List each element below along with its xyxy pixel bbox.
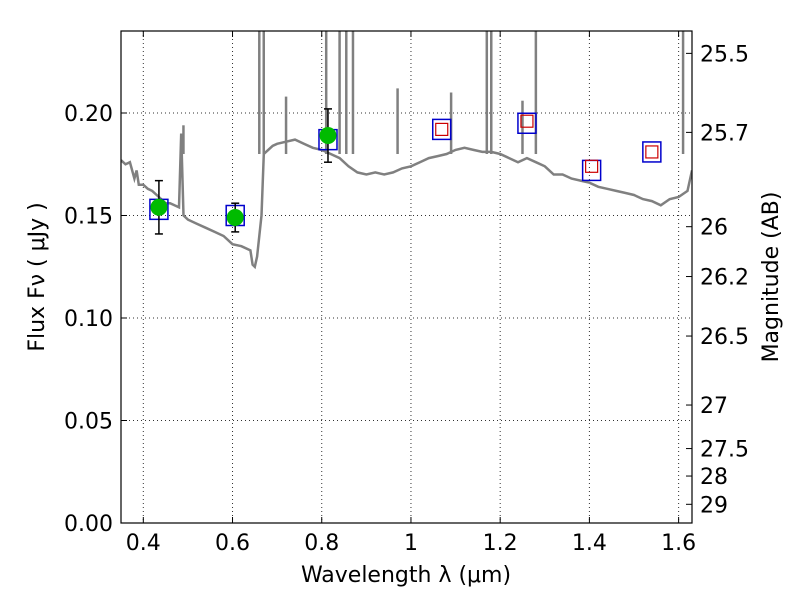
x-axis-label: Wavelength λ (μm) bbox=[301, 563, 511, 588]
y-axis-label: Flux Fν ( μJy ) bbox=[25, 202, 50, 351]
x-tick-label: 1.4 bbox=[572, 531, 607, 556]
y2-tick-label: 25.7 bbox=[700, 121, 749, 146]
observed-point bbox=[319, 127, 337, 145]
y2-tick-label: 26 bbox=[700, 216, 728, 241]
y-tick-label: 0.15 bbox=[64, 205, 113, 230]
x-tick-label: 0.8 bbox=[304, 531, 339, 556]
y2-tick-label: 27.5 bbox=[700, 438, 749, 463]
y2-tick-label: 26.2 bbox=[700, 266, 749, 291]
x-tick-label: 1 bbox=[404, 531, 418, 556]
observed-point bbox=[150, 198, 168, 216]
predicted-point bbox=[585, 159, 599, 173]
model-flux-box bbox=[431, 118, 452, 141]
spectrum-line bbox=[121, 133, 692, 270]
y-tick-label: 0.00 bbox=[64, 512, 113, 537]
y-tick-label: 0.20 bbox=[64, 102, 113, 127]
plot-area bbox=[121, 31, 692, 270]
plot-frame bbox=[120, 30, 693, 524]
x-tick-label: 0.4 bbox=[126, 531, 161, 556]
grid bbox=[121, 31, 692, 523]
model-flux-box bbox=[642, 141, 662, 163]
y2-axis: 25.5 25.7 26 26.2 26.5 27 27.528 29 bbox=[686, 42, 749, 518]
x-tick-label: 0.6 bbox=[215, 531, 250, 556]
predicted-point bbox=[435, 122, 449, 137]
predicted-point bbox=[520, 114, 534, 128]
y2-tick-label: 25.5 bbox=[700, 42, 749, 67]
model-flux-box bbox=[517, 112, 537, 134]
x-tick-label: 1.2 bbox=[483, 531, 518, 556]
y-axis: 0.00 0.05 0.10 0.15 0.20 bbox=[64, 102, 127, 537]
y2-tick-label: 27 bbox=[700, 394, 728, 419]
x-axis: 0.4 0.6 0.8 1 1.2 1.4 1.6 bbox=[126, 31, 696, 556]
y2-axis-label: Magnitude (AB) bbox=[759, 192, 784, 363]
y-tick-label: 0.05 bbox=[64, 410, 113, 435]
y-tick-label: 0.10 bbox=[64, 307, 113, 332]
predicted-point bbox=[645, 145, 659, 159]
observed-point bbox=[226, 209, 244, 227]
y2-tick-label: 26.5 bbox=[700, 325, 749, 350]
x-tick-label: 1.6 bbox=[661, 531, 696, 556]
y2-tick-label: 29 bbox=[700, 493, 728, 518]
y2-tick-label: 28 bbox=[700, 465, 728, 490]
